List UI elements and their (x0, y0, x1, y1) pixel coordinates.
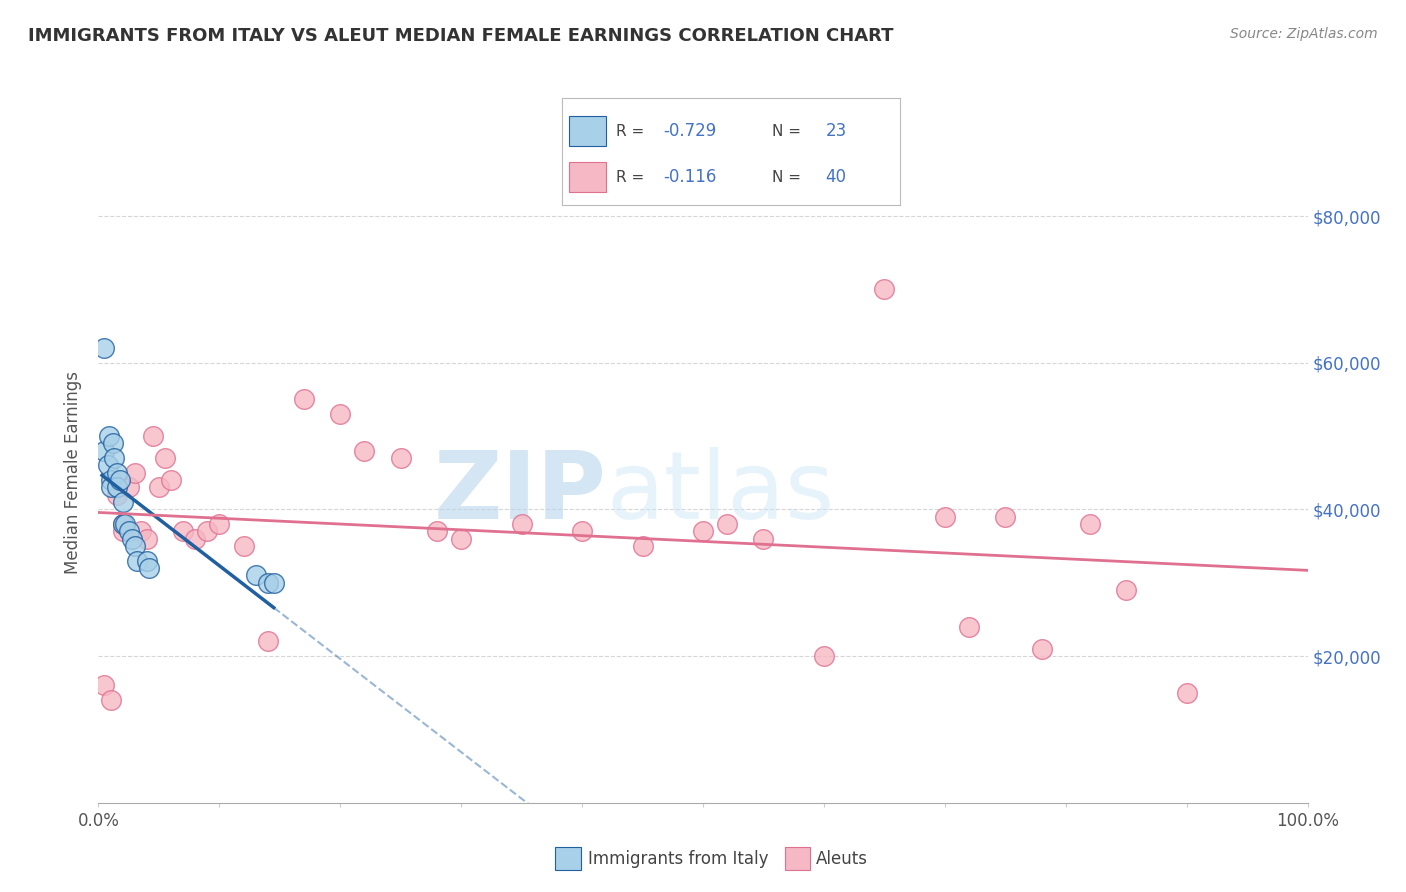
Point (184, 532, 207, 546)
Point (426, 524, 449, 539)
Point (263, 575, 285, 590)
Point (108, 473, 131, 487)
Point (105, 488, 128, 502)
Text: N =: N = (772, 124, 806, 139)
Point (100, 693, 122, 707)
Point (716, 517, 738, 532)
Point (1078, 517, 1101, 532)
Point (142, 429, 165, 443)
Point (135, 532, 157, 546)
Point (1175, 686, 1198, 700)
Point (100, 480, 122, 494)
Point (256, 634, 278, 648)
Point (118, 480, 141, 494)
Point (124, 466, 146, 480)
Point (353, 443, 375, 458)
Point (111, 524, 134, 539)
Point (1031, 641, 1053, 656)
Text: Source: ZipAtlas.com: Source: ZipAtlas.com (1230, 27, 1378, 41)
Point (160, 473, 183, 487)
Point (103, 451, 125, 466)
Point (1115, 583, 1137, 598)
Point (195, 524, 218, 539)
Point (631, 539, 654, 553)
Point (571, 524, 593, 539)
Text: Immigrants from Italy: Immigrants from Italy (588, 850, 768, 868)
Bar (569, 162, 606, 193)
Point (208, 517, 231, 532)
Point (114, 517, 136, 532)
Text: Aleuts: Aleuts (815, 850, 868, 868)
Point (389, 451, 412, 466)
Point (172, 524, 194, 539)
Point (93, 678, 115, 692)
Point (510, 517, 533, 532)
Text: 40: 40 (825, 169, 846, 186)
Point (994, 509, 1017, 524)
Point (101, 436, 124, 450)
Point (111, 517, 134, 532)
Point (153, 451, 176, 466)
Point (329, 407, 352, 421)
Point (138, 561, 160, 575)
Point (118, 524, 141, 539)
Point (813, 649, 835, 664)
Point (129, 524, 152, 539)
Text: ZIP: ZIP (433, 447, 606, 539)
Point (100, 473, 122, 487)
Point (692, 524, 714, 539)
Point (105, 480, 128, 494)
Point (135, 554, 157, 568)
Point (111, 517, 134, 532)
Point (121, 532, 143, 546)
Y-axis label: Median Female Earnings: Median Female Earnings (65, 371, 83, 574)
Point (93, 341, 115, 355)
Point (873, 282, 896, 296)
Text: -0.116: -0.116 (664, 169, 717, 186)
Point (93, 443, 115, 458)
Point (292, 392, 315, 407)
Text: R =: R = (616, 124, 650, 139)
Point (124, 539, 146, 553)
Point (232, 539, 254, 553)
Point (105, 466, 128, 480)
Point (97, 458, 120, 473)
Point (752, 532, 775, 546)
Point (148, 480, 170, 494)
Point (127, 554, 149, 568)
Point (957, 620, 980, 634)
Text: R =: R = (616, 169, 650, 185)
Text: -0.729: -0.729 (664, 122, 717, 140)
Point (256, 575, 278, 590)
Bar (569, 116, 606, 146)
Point (245, 568, 267, 582)
Point (934, 509, 956, 524)
Point (98, 429, 121, 443)
Text: 23: 23 (825, 122, 846, 140)
Point (450, 532, 472, 546)
Point (111, 495, 134, 509)
Text: IMMIGRANTS FROM ITALY VS ALEUT MEDIAN FEMALE EARNINGS CORRELATION CHART: IMMIGRANTS FROM ITALY VS ALEUT MEDIAN FE… (28, 27, 894, 45)
Text: atlas: atlas (606, 447, 835, 539)
Text: N =: N = (772, 169, 806, 185)
